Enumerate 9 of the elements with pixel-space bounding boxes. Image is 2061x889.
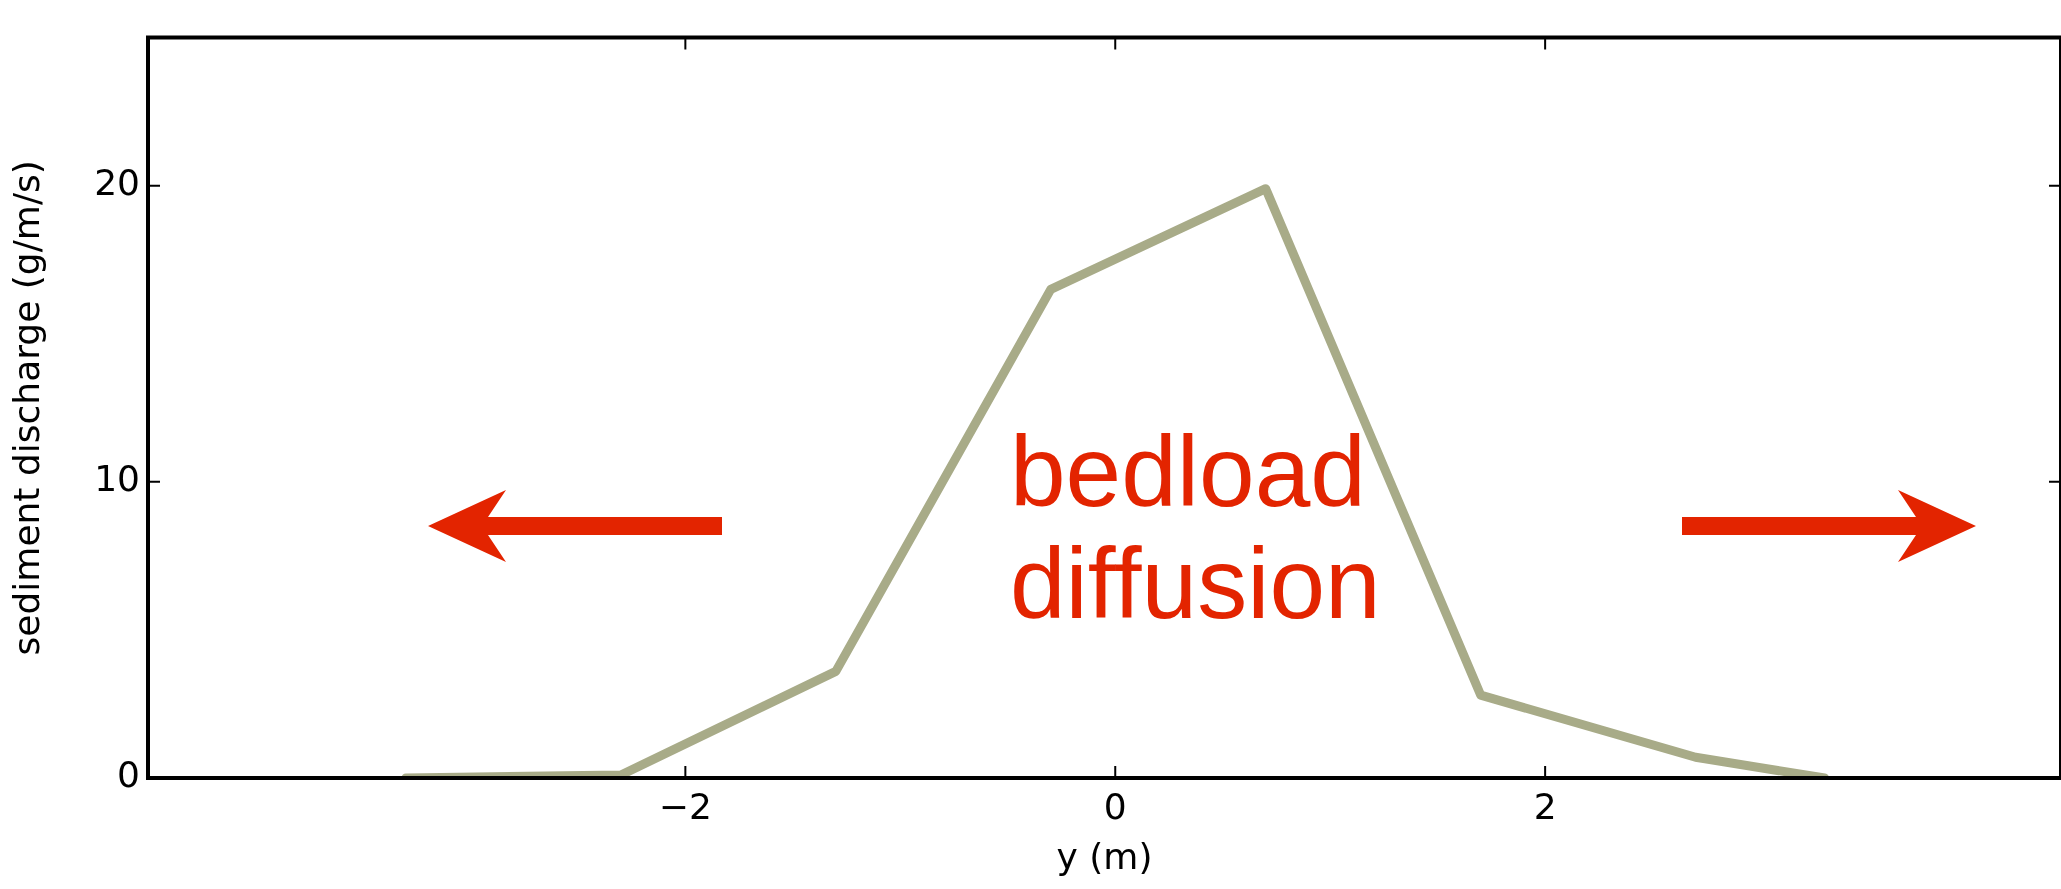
y-tick-label: 0	[117, 754, 140, 796]
annotation: bedload diffusion	[1010, 415, 1381, 639]
x-tick-label: −2	[658, 785, 712, 827]
x-tick-label: 0	[1103, 785, 1127, 827]
x-axis-title: y (m)	[1056, 835, 1153, 877]
y-axis-title: sediment discharge (g/m/s)	[5, 160, 47, 656]
y-tick-label: 20	[94, 162, 140, 204]
x-tick-label: 2	[1533, 785, 1557, 827]
y-tick-label: 10	[94, 458, 140, 500]
